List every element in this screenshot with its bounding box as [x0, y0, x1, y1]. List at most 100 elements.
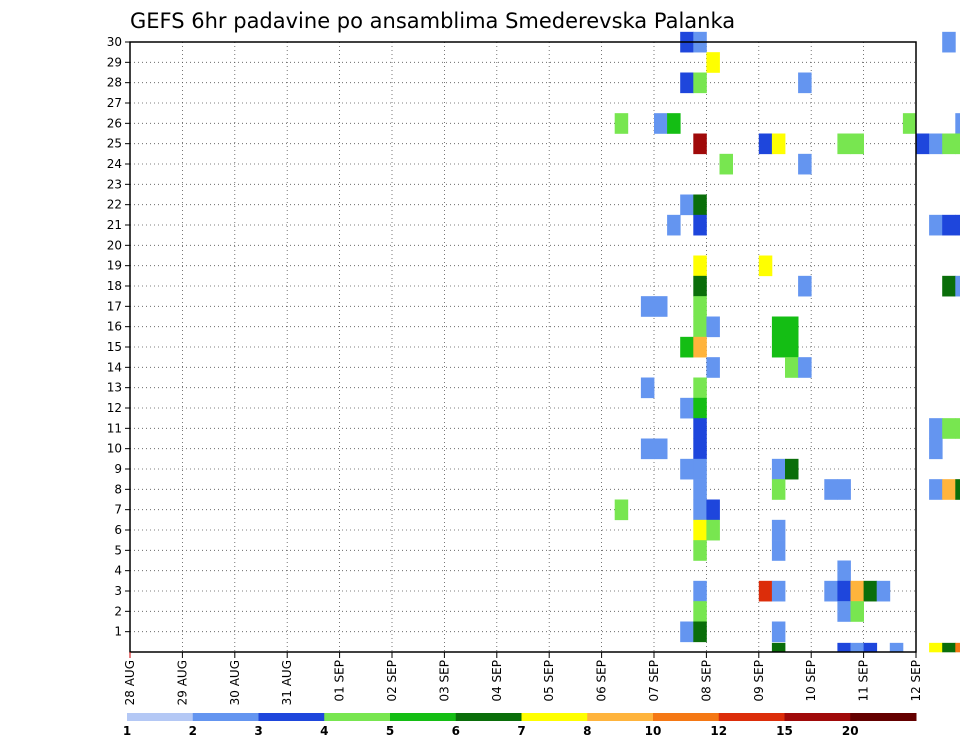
- y-tick-label: 5: [114, 543, 122, 557]
- x-axis: 28 AUG 29 AUG 30 AUG 31 AUG 01 SEP 02 SEP 03 S…: [123, 652, 923, 705]
- colorbar-label: 5: [386, 724, 394, 738]
- heatmap-cell: [693, 336, 707, 358]
- heatmap-cell: [929, 418, 943, 439]
- heatmap-cell: [654, 438, 668, 460]
- heatmap-cell: [667, 113, 681, 134]
- heatmap-cell: [640, 377, 655, 399]
- heatmap-cell: [693, 133, 707, 155]
- heatmap-cell: [798, 357, 812, 378]
- x-tick-label: 02 SEP: [385, 660, 399, 702]
- heatmap-cell: [693, 72, 707, 94]
- heatmap-cell: [693, 519, 707, 541]
- y-tick-label: 15: [107, 340, 122, 354]
- x-tick-label: 01 SEP: [333, 660, 347, 702]
- heatmap-cell: [706, 499, 720, 521]
- colorbar-legend: 1 2 3 4 5 6 7 8 10 12 15 20: [123, 713, 917, 738]
- heatmap-cell: [771, 316, 786, 338]
- heatmap-cell: [798, 72, 812, 94]
- heatmap-cell: [798, 275, 812, 297]
- heatmap-cell: [693, 397, 707, 419]
- y-tick-label: 27: [107, 96, 122, 110]
- heatmap-cell: [693, 296, 707, 317]
- y-tick-label: 24: [107, 157, 122, 171]
- heatmap-cell: [693, 580, 707, 602]
- heatmap-cell: [955, 133, 960, 155]
- heatmap-cell: [955, 479, 960, 500]
- heatmap-cell: [942, 418, 956, 439]
- colorbar-swatch: [587, 713, 654, 721]
- y-tick-label: 19: [107, 259, 122, 273]
- heatmap-cell: [837, 642, 851, 653]
- heatmap-cells: [614, 31, 960, 653]
- heatmap-cell: [706, 357, 720, 378]
- heatmap-cell: [929, 133, 943, 155]
- heatmap-cell: [837, 580, 851, 602]
- heatmap-cell: [798, 153, 812, 175]
- heatmap-cell: [680, 458, 694, 480]
- heatmap-cell: [837, 601, 851, 622]
- y-tick-label: 6: [114, 523, 122, 537]
- y-tick-label: 25: [107, 137, 122, 151]
- x-tick-label: 05 SEP: [542, 660, 556, 702]
- x-tick-label: 04 SEP: [490, 660, 504, 702]
- y-tick-label: 1: [114, 625, 122, 639]
- colorbar-swatch: [192, 713, 259, 721]
- heatmap-cell: [771, 621, 786, 643]
- x-tick-label: 11 SEP: [857, 660, 871, 702]
- y-tick-label: 29: [107, 55, 122, 69]
- y-tick-label: 8: [114, 482, 122, 496]
- colorbar-swatch: [390, 713, 457, 721]
- y-tick-label: 12: [107, 401, 122, 415]
- heatmap-cell: [771, 519, 786, 541]
- heatmap-cell: [654, 296, 668, 317]
- colorbar-swatch: [850, 713, 917, 721]
- y-axis: 1234567891011121314151617181920212223242…: [107, 35, 130, 639]
- heatmap-cell: [876, 580, 891, 602]
- heatmap-cell: [758, 580, 773, 602]
- heatmap-cell: [785, 336, 799, 358]
- y-tick-label: 28: [107, 76, 122, 90]
- heatmap-cell: [706, 519, 720, 541]
- heatmap-cell: [929, 642, 943, 653]
- heatmap-cell: [942, 214, 956, 236]
- heatmap-cell: [654, 113, 668, 134]
- colorbar-swatch: [521, 713, 588, 721]
- y-tick-label: 13: [107, 381, 122, 395]
- y-tick-label: 14: [107, 360, 122, 374]
- colorbar-label: 4: [320, 724, 328, 738]
- heatmap-cell: [785, 357, 799, 378]
- heatmap-cell: [863, 642, 878, 653]
- heatmap-cell: [929, 214, 943, 236]
- y-tick-label: 17: [107, 299, 122, 313]
- y-tick-label: 30: [107, 35, 122, 49]
- x-tick-label: 30 AUG: [228, 660, 242, 705]
- heatmap-cell: [824, 479, 838, 500]
- heatmap-cell: [955, 642, 960, 653]
- heatmap-cell: [758, 133, 773, 155]
- colorbar-label: 15: [776, 724, 793, 738]
- x-tick-label: 03 SEP: [437, 660, 451, 702]
- y-tick-label: 26: [107, 116, 122, 130]
- heatmap-cell: [771, 580, 786, 602]
- colorbar-label: 20: [842, 724, 859, 738]
- colorbar-label: 2: [189, 724, 197, 738]
- heatmap-cell: [693, 499, 707, 521]
- y-tick-label: 20: [107, 238, 122, 252]
- heatmap-cell: [942, 275, 956, 297]
- y-tick-label: 10: [107, 442, 122, 456]
- heatmap-cell: [942, 479, 956, 500]
- heatmap-cell: [785, 458, 799, 480]
- heatmap-cell: [771, 133, 786, 155]
- heatmap-cell: [771, 540, 786, 561]
- heatmap-cell: [693, 601, 707, 622]
- y-tick-label: 22: [107, 198, 122, 212]
- y-tick-label: 16: [107, 320, 122, 334]
- heatmap-cell: [693, 214, 707, 236]
- y-tick-label: 2: [114, 604, 122, 618]
- heatmap-cell: [719, 153, 733, 175]
- heatmap-cell: [929, 438, 943, 460]
- x-tick-label: 07 SEP: [647, 660, 661, 702]
- colorbar-swatch: [324, 713, 391, 721]
- heatmap-cell: [693, 194, 707, 216]
- y-tick-label: 18: [107, 279, 122, 293]
